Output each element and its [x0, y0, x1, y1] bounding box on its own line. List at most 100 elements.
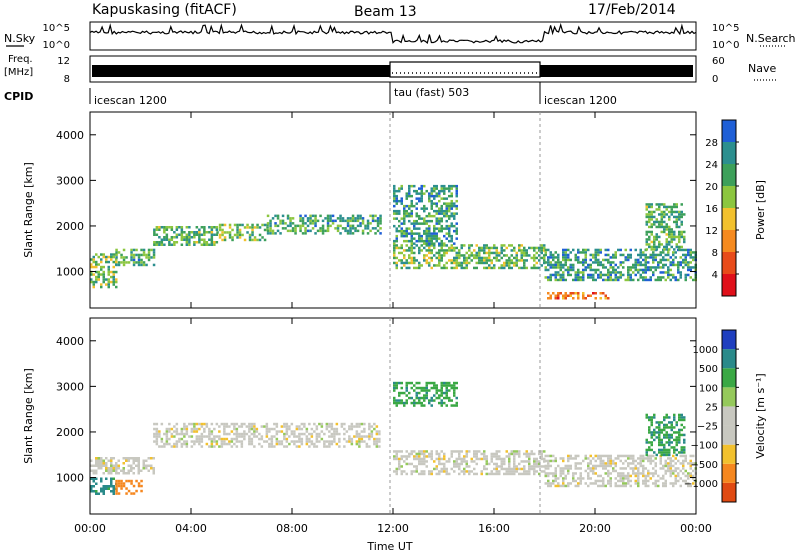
power-echo-cell — [236, 236, 239, 239]
velocity-echo-cell — [660, 443, 663, 447]
power-echo-cell — [393, 217, 396, 220]
power-echo-cell — [535, 261, 538, 265]
power-echo-cell — [579, 261, 582, 264]
velocity-echo-cell — [584, 454, 587, 458]
power-echo-cell — [650, 210, 653, 214]
velocity-echo-cell — [483, 465, 486, 468]
power-echo-cell — [582, 251, 585, 254]
velocity-echo-cell — [180, 442, 184, 446]
power-echo-cell — [198, 238, 201, 241]
power-echo-cell — [652, 271, 655, 274]
power-echo-cell — [105, 255, 108, 259]
power-echo-cell — [465, 259, 468, 262]
velocity-echo-cell — [325, 427, 329, 431]
power-echo-cell — [554, 266, 557, 269]
velocity-echo-cell — [674, 479, 677, 483]
velocity-echo-cell — [667, 467, 670, 470]
power-echo-cell — [673, 248, 676, 251]
power-echo-cell — [398, 246, 401, 250]
power-echo-cell — [175, 236, 179, 239]
velocity-echo-cell — [599, 459, 602, 463]
power-echo-cell — [236, 228, 239, 232]
velocity-echo-cell — [175, 432, 179, 436]
power-echo-cell — [662, 251, 665, 254]
velocity-echo-cell — [673, 446, 676, 449]
power-echo-cell — [604, 266, 607, 269]
power-echo-cell — [612, 261, 615, 264]
power-echo-cell — [433, 187, 436, 190]
power-echo-cell — [271, 229, 275, 233]
velocity-colorbar-cell — [722, 330, 736, 350]
power-echo-cell — [523, 259, 526, 262]
power-echo-cell — [455, 194, 458, 198]
power-echo-cell — [604, 297, 607, 300]
power-echo-cell — [291, 217, 295, 220]
velocity-echo-cell — [155, 422, 159, 426]
velocity-echo-cell — [557, 464, 560, 468]
velocity-echo-cell — [435, 457, 438, 461]
power-echo-cell — [453, 217, 456, 220]
velocity-echo-cell — [185, 425, 189, 428]
velocity-echo-cell — [137, 464, 140, 467]
velocity-echo-cell — [609, 477, 612, 480]
velocity-echo-cell — [435, 391, 438, 395]
power-echo-cell — [687, 261, 690, 264]
velocity-echo-cell — [253, 422, 256, 426]
power-echo-cell — [653, 210, 656, 214]
power-echo-cell — [351, 224, 355, 228]
velocity-echo-cell — [420, 389, 423, 392]
power-echo-cell — [100, 285, 103, 289]
power-echo-cell — [428, 251, 431, 255]
power-echo-cell — [668, 235, 671, 239]
velocity-echo-cell — [175, 440, 179, 443]
velocity-echo-cell — [92, 485, 95, 488]
power-echo-cell — [559, 278, 562, 282]
velocity-echo-cell — [423, 394, 426, 397]
power-echo-cell — [455, 232, 458, 235]
velocity-echo-cell — [579, 482, 582, 485]
power-echo-cell — [369, 229, 372, 233]
power-echo-cell — [677, 278, 680, 282]
power-echo-cell — [301, 217, 305, 220]
velocity-echo-cell — [614, 462, 617, 465]
velocity-echo-cell — [130, 492, 133, 495]
power-echo-cell — [443, 249, 446, 252]
power-echo-cell — [547, 278, 550, 282]
power-echo-cell — [493, 251, 496, 255]
power-echo-cell — [246, 226, 249, 229]
power-echo-cell — [564, 292, 567, 295]
velocity-echo-cell — [405, 401, 408, 405]
velocity-echo-cell — [343, 427, 346, 431]
power-echo-cell — [112, 280, 115, 284]
velocity-echo-cell — [592, 467, 595, 470]
power-echo-cell — [592, 292, 595, 295]
velocity-echo-cell — [300, 440, 304, 443]
velocity-echo-cell — [360, 430, 364, 433]
power-echo-cell — [475, 244, 478, 247]
power-echo-cell — [435, 194, 438, 198]
power-echo-cell — [582, 258, 585, 262]
velocity-echo-cell — [233, 437, 236, 441]
velocity-echo-cell — [544, 464, 547, 468]
velocity-echo-cell — [683, 438, 686, 442]
power-echo-cell — [153, 241, 156, 244]
velocity-echo-cell — [540, 457, 543, 461]
velocity-echo-cell — [248, 442, 251, 446]
velocity-echo-cell — [670, 433, 673, 437]
power-echo-cell — [612, 253, 615, 257]
velocity-echo-cell — [455, 404, 458, 407]
velocity-echo-cell — [672, 469, 675, 473]
velocity-echo-cell — [525, 455, 528, 458]
velocity-echo-cell — [668, 433, 671, 437]
power-echo-cell — [435, 202, 438, 205]
velocity-echo-cell — [97, 492, 100, 495]
power-echo-cell — [680, 233, 683, 236]
power-echo-cell — [637, 263, 640, 267]
velocity-echo-cell — [403, 460, 406, 463]
power-echo-cell — [662, 256, 665, 259]
power-echo-cell — [160, 226, 164, 229]
power-echo-cell — [579, 271, 582, 274]
velocity-echo-cell — [543, 460, 546, 463]
power-echo-cell — [617, 276, 620, 279]
velocity-echo-cell — [657, 474, 660, 478]
